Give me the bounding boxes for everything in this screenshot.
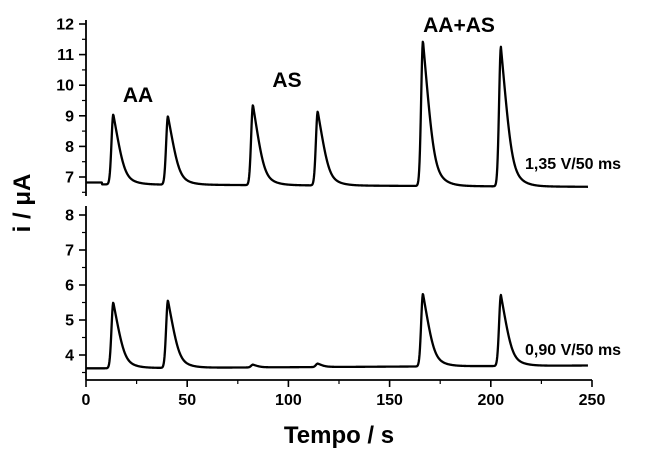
peak-annotation-0: AA xyxy=(123,84,153,107)
y-tick-label-panel-2-4: 8 xyxy=(65,208,74,225)
x-tick-label-3: 150 xyxy=(376,392,403,409)
labels-group: AA AS AA+AS 1,35 V/50 ms 0,90 V/50 ms Tempo /… xyxy=(9,14,621,449)
condition-label-panel-1: 1,35 V/50 ms xyxy=(525,156,621,173)
axes-group: 7 8 9 10 11 12 4 5 6 7 8 0 50 100 150 200 250 xyxy=(56,17,605,410)
trace-line-panel-1 xyxy=(85,40,589,188)
y-tick-label-panel-2-3: 7 xyxy=(65,243,74,260)
condition-label-panel-2: 0,90 V/50 ms xyxy=(525,342,621,359)
y-tick-label-panel-1-0: 7 xyxy=(65,170,74,187)
x-tick-label-2: 100 xyxy=(275,392,302,409)
y-tick-label-panel-2-2: 6 xyxy=(65,278,74,295)
peak-annotation-4: AA+AS xyxy=(423,14,495,37)
traces-group xyxy=(85,40,589,370)
y-axis-title: i / μA xyxy=(9,174,36,233)
x-axis-title: Tempo / s xyxy=(284,422,394,448)
y-tick-label-panel-1-1: 8 xyxy=(65,139,74,156)
y-tick-label-panel-2-0: 4 xyxy=(65,348,74,365)
trace-line-panel-2 xyxy=(85,292,589,370)
x-tick-label-0: 0 xyxy=(82,392,91,409)
y-tick-label-panel-1-5: 12 xyxy=(56,17,74,34)
x-tick-label-4: 200 xyxy=(477,392,504,409)
y-tick-label-panel-2-1: 5 xyxy=(65,313,74,330)
y-tick-label-panel-1-2: 9 xyxy=(65,108,74,125)
x-tick-label-5: 250 xyxy=(579,392,606,409)
x-tick-label-1: 50 xyxy=(178,392,196,409)
y-tick-label-panel-1-3: 10 xyxy=(56,78,74,95)
y-tick-label-panel-1-4: 11 xyxy=(57,47,74,64)
peak-annotation-2: AS xyxy=(272,69,301,92)
